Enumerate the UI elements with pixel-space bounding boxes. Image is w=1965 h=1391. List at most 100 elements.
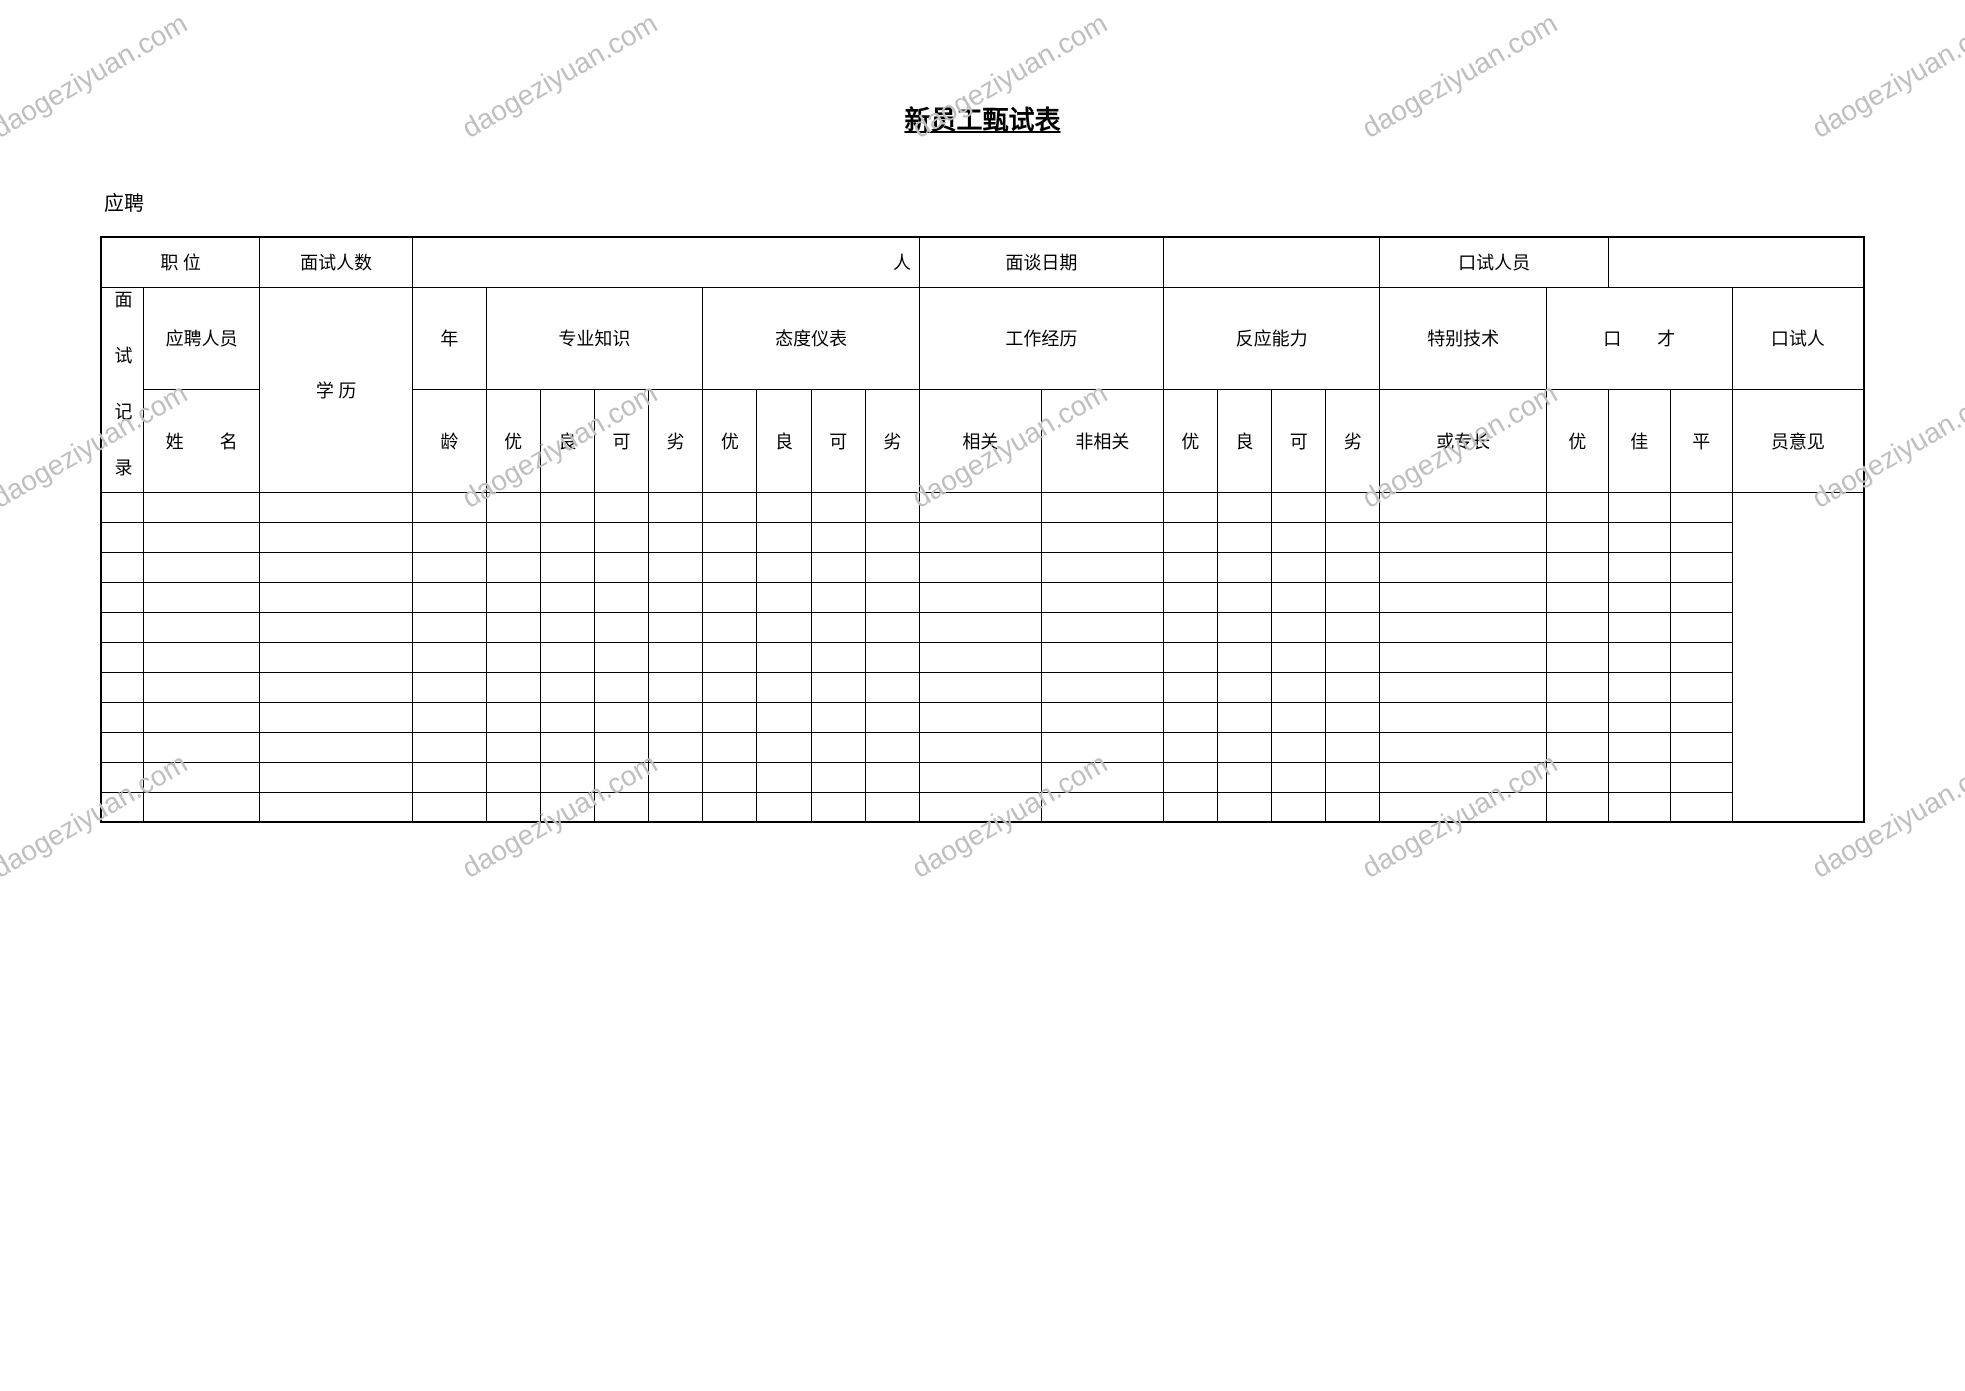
data-cell bbox=[1041, 672, 1163, 702]
data-cell bbox=[1670, 792, 1732, 822]
data-cell bbox=[1272, 522, 1326, 552]
data-cell bbox=[1163, 642, 1217, 672]
subtitle-label: 应聘 bbox=[100, 187, 1865, 216]
age-header-l1: 年 bbox=[413, 287, 487, 390]
table-row bbox=[101, 702, 1864, 732]
data-cell bbox=[1163, 582, 1217, 612]
data-cell bbox=[919, 492, 1041, 522]
grade-cell: 劣 bbox=[865, 390, 919, 493]
pro-knowledge-header: 专业知识 bbox=[486, 287, 703, 390]
data-cell bbox=[649, 522, 703, 552]
data-cell bbox=[649, 552, 703, 582]
data-cell bbox=[703, 522, 757, 552]
data-cell bbox=[865, 582, 919, 612]
data-cell bbox=[1217, 672, 1271, 702]
data-cell bbox=[144, 672, 260, 702]
data-cell bbox=[757, 642, 811, 672]
data-cell bbox=[757, 582, 811, 612]
special-header-l1: 特别技术 bbox=[1380, 287, 1546, 390]
people-unit: 人 bbox=[413, 237, 920, 287]
data-cell bbox=[1217, 792, 1271, 822]
grade-cell: 良 bbox=[1217, 390, 1271, 493]
data-cell bbox=[1670, 612, 1732, 642]
data-cell bbox=[1670, 642, 1732, 672]
data-cell bbox=[486, 792, 540, 822]
interview-date-value bbox=[1163, 237, 1380, 287]
data-cell bbox=[1608, 702, 1670, 732]
data-cell bbox=[1326, 702, 1380, 732]
data-cell bbox=[649, 702, 703, 732]
data-cell bbox=[919, 522, 1041, 552]
opinion-header-l1: 口试人 bbox=[1732, 287, 1864, 390]
data-cell bbox=[540, 612, 594, 642]
data-cell bbox=[1380, 552, 1546, 582]
data-cell bbox=[1608, 612, 1670, 642]
header-row-1: 面 试 记 录 应聘人员 学 历 年 专业知识 态度仪表 工作经历 反应能力 特… bbox=[101, 287, 1864, 390]
data-cell bbox=[1670, 552, 1732, 582]
data-cell bbox=[540, 672, 594, 702]
data-cell bbox=[757, 792, 811, 822]
data-cell bbox=[1217, 642, 1271, 672]
data-cell bbox=[703, 642, 757, 672]
data-cell bbox=[594, 612, 648, 642]
data-cell bbox=[811, 702, 865, 732]
data-cell bbox=[1670, 732, 1732, 762]
data-cell bbox=[1608, 732, 1670, 762]
data-cell bbox=[594, 792, 648, 822]
data-cell bbox=[811, 522, 865, 552]
data-cell bbox=[1272, 492, 1326, 522]
data-cell bbox=[594, 522, 648, 552]
data-cell bbox=[703, 732, 757, 762]
data-cell bbox=[486, 552, 540, 582]
data-cell bbox=[1272, 732, 1326, 762]
data-cell bbox=[486, 672, 540, 702]
data-cell bbox=[144, 702, 260, 732]
data-cell bbox=[1041, 522, 1163, 552]
data-cell bbox=[144, 642, 260, 672]
data-cell bbox=[865, 522, 919, 552]
data-cell bbox=[1546, 732, 1608, 762]
data-cell bbox=[865, 552, 919, 582]
data-cell bbox=[1380, 522, 1546, 552]
data-cell bbox=[260, 732, 413, 762]
grade-cell: 优 bbox=[1163, 390, 1217, 493]
data-cell bbox=[1380, 492, 1546, 522]
data-cell bbox=[413, 762, 487, 792]
data-cell bbox=[1670, 672, 1732, 702]
data-cell bbox=[649, 612, 703, 642]
special-header-l2: 或专长 bbox=[1380, 390, 1546, 493]
data-cell bbox=[1163, 672, 1217, 702]
data-cell bbox=[260, 792, 413, 822]
data-cell bbox=[413, 612, 487, 642]
data-cell bbox=[1163, 762, 1217, 792]
data-cell bbox=[260, 642, 413, 672]
data-cell bbox=[1217, 522, 1271, 552]
data-cell bbox=[413, 792, 487, 822]
opinion-header-l2: 员意见 bbox=[1732, 390, 1864, 493]
data-cell bbox=[703, 762, 757, 792]
data-cell bbox=[1272, 612, 1326, 642]
data-cell bbox=[594, 702, 648, 732]
data-cell bbox=[649, 582, 703, 612]
data-cell bbox=[101, 612, 144, 642]
data-cell bbox=[919, 672, 1041, 702]
data-cell bbox=[1546, 582, 1608, 612]
data-cell bbox=[1670, 492, 1732, 522]
data-cell bbox=[540, 732, 594, 762]
data-cell bbox=[811, 492, 865, 522]
data-cell bbox=[1272, 792, 1326, 822]
exp-unrelated: 非相关 bbox=[1041, 390, 1163, 493]
table-row bbox=[101, 642, 1864, 672]
data-cell bbox=[486, 612, 540, 642]
data-cell bbox=[703, 792, 757, 822]
table-row bbox=[101, 612, 1864, 642]
experience-header: 工作经历 bbox=[919, 287, 1163, 390]
data-cell bbox=[1326, 522, 1380, 552]
data-cell bbox=[486, 732, 540, 762]
data-cell bbox=[1326, 762, 1380, 792]
data-cell bbox=[540, 642, 594, 672]
data-cell bbox=[1608, 582, 1670, 612]
data-cell bbox=[1608, 522, 1670, 552]
data-cell bbox=[1670, 522, 1732, 552]
table-row bbox=[101, 582, 1864, 612]
